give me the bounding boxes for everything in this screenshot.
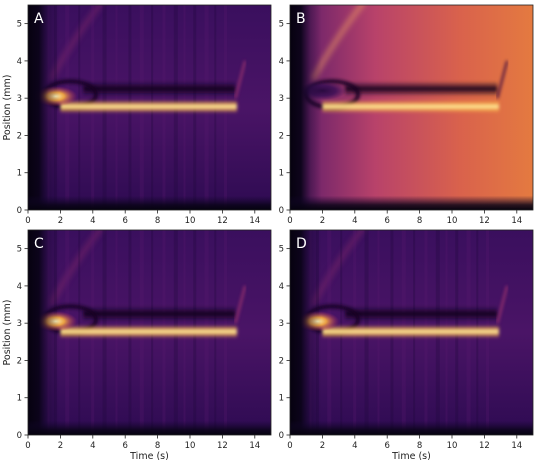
x-tick-label: 12 <box>479 441 490 451</box>
bottom-dark-edge <box>290 230 533 435</box>
y-tick-label: 3 <box>279 319 284 329</box>
x-tick-label: 6 <box>122 216 127 226</box>
panel-letter: A <box>34 11 44 27</box>
y-tick-label: 1 <box>279 169 284 179</box>
x-tick-label: 6 <box>384 441 389 451</box>
x-tick-label: 14 <box>249 216 260 226</box>
x-tick-label: 10 <box>185 216 196 226</box>
x-axis-label: Time (s) <box>129 451 169 460</box>
y-tick-label: 2 <box>279 356 284 366</box>
heatmap-area <box>290 5 533 210</box>
x-tick-label: 10 <box>447 216 458 226</box>
heatmap-area <box>28 230 271 435</box>
x-tick-label: 0 <box>25 441 30 451</box>
x-tick-label: 14 <box>249 441 260 451</box>
x-tick-label: 8 <box>417 216 422 226</box>
x-tick-label: 4 <box>90 441 95 451</box>
panel-letter: C <box>34 236 44 252</box>
y-tick-label: 4 <box>279 282 284 292</box>
y-tick-label: 2 <box>279 131 284 141</box>
x-tick-label: 0 <box>25 216 30 226</box>
y-tick-label: 4 <box>17 57 22 67</box>
axes-frame <box>289 4 534 211</box>
x-tick-label: 6 <box>122 441 127 451</box>
bottom-dark-edge <box>28 5 271 210</box>
x-tick-label: 8 <box>417 441 422 451</box>
x-tick-label: 10 <box>447 441 458 451</box>
x-tick-label: 12 <box>479 216 490 226</box>
y-tick-label: 2 <box>17 131 22 141</box>
panel-letter: B <box>296 11 306 27</box>
x-tick-label: 0 <box>287 216 292 226</box>
x-tick-label: 2 <box>58 441 63 451</box>
x-tick-label: 12 <box>217 216 228 226</box>
y-tick-label: 1 <box>17 169 22 179</box>
x-tick-label: 6 <box>384 216 389 226</box>
x-tick-label: 2 <box>58 216 63 226</box>
x-tick-label: 14 <box>511 216 522 226</box>
axes-frame <box>27 229 272 436</box>
x-tick-label: 14 <box>511 441 522 451</box>
y-axis-label: Position (mm) <box>2 75 13 141</box>
x-tick-label: 8 <box>155 216 160 226</box>
y-tick-label: 3 <box>17 319 22 329</box>
x-tick-label: 10 <box>185 441 196 451</box>
y-tick-label: 5 <box>279 20 284 30</box>
x-tick-label: 0 <box>287 441 292 451</box>
y-tick-label: 5 <box>17 20 22 30</box>
x-tick-label: 4 <box>352 216 357 226</box>
y-tick-label: 0 <box>17 206 22 216</box>
x-tick-label: 4 <box>352 441 357 451</box>
bottom-dark-edge <box>28 230 271 435</box>
x-axis-label: Time (s) <box>391 451 431 460</box>
axes-frame <box>27 4 272 211</box>
x-tick-label: 4 <box>90 216 95 226</box>
y-tick-label: 3 <box>279 94 284 104</box>
bottom-dark-edge <box>290 5 533 210</box>
y-tick-label: 0 <box>279 431 284 441</box>
y-tick-label: 4 <box>279 57 284 67</box>
heatmap-area <box>28 5 271 210</box>
panel-letter: D <box>296 236 307 252</box>
x-tick-label: 8 <box>155 441 160 451</box>
x-tick-label: 2 <box>320 216 325 226</box>
y-tick-label: 2 <box>17 356 22 366</box>
heatmap-area <box>290 230 533 435</box>
y-tick-label: 5 <box>279 245 284 255</box>
y-tick-label: 0 <box>17 431 22 441</box>
y-tick-label: 4 <box>17 282 22 292</box>
x-tick-label: 2 <box>320 441 325 451</box>
y-tick-label: 5 <box>17 245 22 255</box>
axes-frame <box>289 229 534 436</box>
y-tick-label: 0 <box>279 206 284 216</box>
y-tick-label: 1 <box>279 394 284 404</box>
x-tick-label: 12 <box>217 441 228 451</box>
y-tick-label: 3 <box>17 94 22 104</box>
y-axis-label: Position (mm) <box>2 300 13 366</box>
y-tick-label: 1 <box>17 394 22 404</box>
